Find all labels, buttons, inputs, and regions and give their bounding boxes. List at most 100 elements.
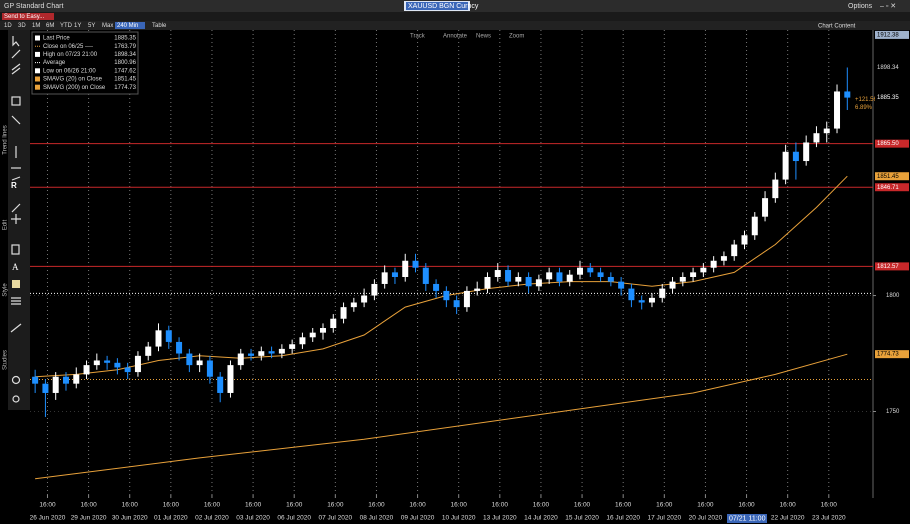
period-button[interactable]: Max <box>102 23 113 29</box>
move-icon[interactable] <box>11 214 21 224</box>
x-tick-label: 16:00 <box>204 502 221 509</box>
x-date-label: 09 Jul 2020 <box>401 515 435 522</box>
cursor-box <box>727 514 767 523</box>
x-date-label: 23 Jul 2020 <box>812 515 846 522</box>
candle-body <box>577 267 584 275</box>
arrow-icon[interactable] <box>11 176 21 181</box>
axis-label-box <box>875 30 909 39</box>
candle-body <box>762 198 769 217</box>
interval-label: 240 Min <box>117 23 138 29</box>
candle-body <box>422 267 429 284</box>
period-button[interactable]: 5Y <box>88 23 95 29</box>
candle-body <box>731 244 738 257</box>
candle-body <box>834 91 841 129</box>
text-tool[interactable]: R <box>11 181 17 190</box>
period-button[interactable]: YTD <box>60 23 73 29</box>
side-labels: Trend lines Edit Style Studies <box>3 125 9 370</box>
cursor-label: 07/21 11:00 <box>729 515 766 522</box>
candle-body <box>361 295 368 303</box>
table-button[interactable]: Table <box>152 23 167 29</box>
legend-box <box>31 31 139 95</box>
legend-name: SMAVG (20) on Close <box>43 77 103 83</box>
x-tick-label: 16:00 <box>286 502 303 509</box>
period-button[interactable]: 1D <box>4 23 12 29</box>
pointer-icon[interactable] <box>12 36 20 47</box>
x-tick-label: 16:00 <box>122 502 139 509</box>
candle-body <box>155 330 162 347</box>
candle-body <box>268 351 275 354</box>
legend-name: Last Price <box>43 36 70 42</box>
line-style-icon[interactable] <box>11 297 21 305</box>
left-toolbar <box>8 30 30 410</box>
options-menu[interactable]: Options <box>848 3 873 10</box>
chart-tool[interactable]: Track <box>410 34 426 40</box>
candle-body <box>391 272 398 277</box>
axis-label: 1846.71 <box>877 185 899 191</box>
candle-body <box>93 360 100 366</box>
axis-label-box <box>875 93 909 102</box>
x-tick-label: 16:00 <box>163 502 180 509</box>
candle-body <box>690 272 697 277</box>
send-button[interactable] <box>2 13 54 20</box>
moving-average <box>35 353 848 480</box>
x-tick-label: 16:00 <box>368 502 385 509</box>
x-date-label: 13 Jul 2020 <box>483 515 517 522</box>
candle-body <box>381 272 388 284</box>
delete-icon[interactable] <box>11 244 20 255</box>
candle-body <box>659 288 666 298</box>
candle-body <box>618 281 625 289</box>
period-button[interactable]: 1Y <box>74 23 81 29</box>
period-button[interactable]: 1M <box>32 23 40 29</box>
x-date-label: 16 Jul 2020 <box>606 515 640 522</box>
candle-body <box>844 91 851 98</box>
candle-body <box>474 288 481 291</box>
x-date-label: 07 Jul 2020 <box>319 515 353 522</box>
channel-icon[interactable] <box>11 63 21 75</box>
candle-body <box>196 360 203 366</box>
y-tick-label: 1750 <box>886 409 900 415</box>
period-button[interactable]: 6M <box>46 23 54 29</box>
interval-dropdown[interactable] <box>115 22 145 29</box>
x-date-label: 02 Jul 2020 <box>195 515 229 522</box>
axis-label: 1885.35 <box>877 95 899 101</box>
chart-tool[interactable]: Zoom <box>509 34 524 40</box>
chart-content-button[interactable]: Chart Content <box>818 24 856 30</box>
period-button[interactable]: 3D <box>18 23 26 29</box>
candle-body <box>83 365 90 375</box>
candle-body <box>165 330 172 342</box>
tool-icons <box>10 36 22 403</box>
text-tool-a[interactable]: A <box>12 262 19 272</box>
candle-body <box>299 337 306 345</box>
axis-label-box <box>875 183 909 192</box>
candle-body <box>772 179 779 199</box>
chart-tool[interactable]: Annotate <box>443 34 468 40</box>
color-icon[interactable] <box>12 280 20 288</box>
chart-tool[interactable]: News <box>476 34 491 40</box>
candle-body <box>607 276 614 282</box>
legend-name: Average <box>43 60 66 66</box>
study-icon[interactable] <box>10 323 22 333</box>
settings-icon[interactable] <box>12 395 20 403</box>
legend-value: 1800.96 <box>114 60 136 66</box>
x-tick-label: 16:00 <box>39 502 56 509</box>
candle-body <box>556 272 563 282</box>
pen-icon[interactable] <box>11 203 21 213</box>
candle-body <box>700 267 707 273</box>
axis-label: 1812.57 <box>877 264 899 270</box>
fib-icon[interactable] <box>11 96 21 106</box>
candle-body <box>443 290 450 301</box>
window-controls[interactable]: – ▫ ✕ <box>880 3 896 10</box>
candle-body <box>782 151 789 180</box>
candle-body <box>371 283 378 296</box>
x-tick-label: 16:00 <box>656 502 673 509</box>
legend-name: Close on 06/25 ---- <box>43 44 93 50</box>
chart-tools: Track Annotate News Zoom <box>410 34 524 40</box>
legend-name: Low on 06/26 21:00 <box>43 68 96 74</box>
indicator-icon[interactable] <box>11 375 21 385</box>
candle-body <box>134 355 141 373</box>
ray-icon[interactable] <box>11 115 21 125</box>
trend-icon[interactable] <box>11 49 21 59</box>
candle-body <box>803 142 810 162</box>
candle-body <box>412 260 419 268</box>
